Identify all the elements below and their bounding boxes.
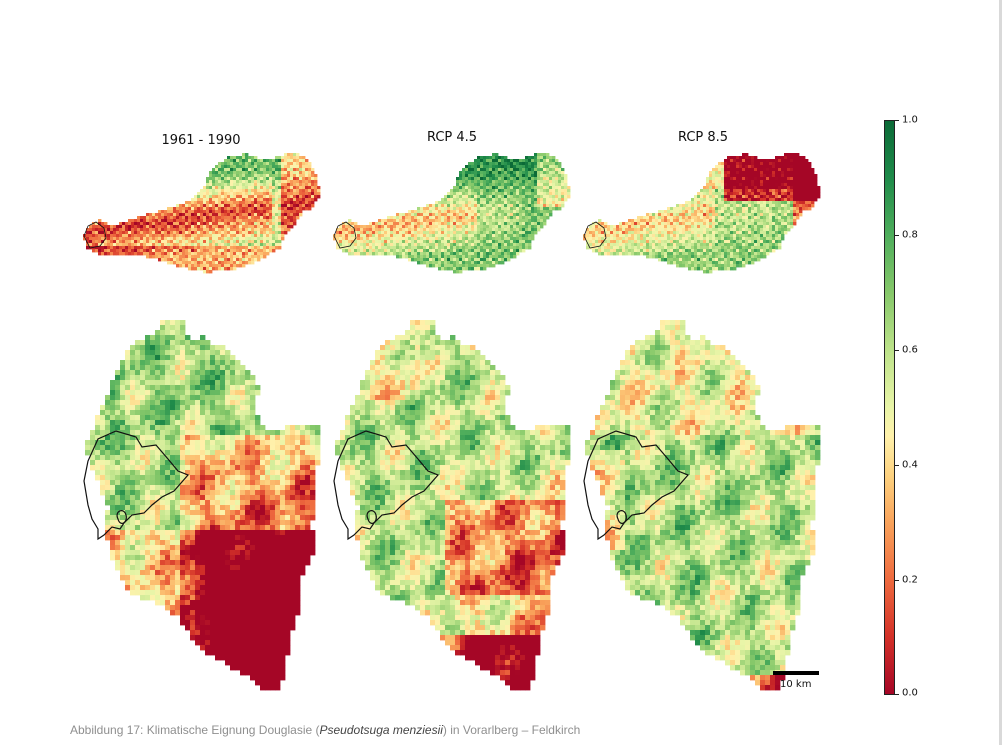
page-edge: [999, 0, 1002, 745]
district-boundary: [583, 430, 690, 541]
boundary-loop: [116, 510, 127, 524]
caption-suffix: ) in Vorarlberg – Feldkirch: [442, 723, 581, 737]
austria-map-historic: [83, 153, 321, 274]
raster-cells: [583, 153, 821, 274]
colorbar-tick: [894, 580, 899, 581]
caption-prefix: Abbildung 17: Klimatische Eignung Dougla…: [70, 723, 320, 737]
raster-cells: [585, 320, 821, 691]
colorbar-label-0-2: 0.2: [902, 574, 918, 586]
raster-cells: [83, 153, 321, 274]
caption-species: Pseudotsuga menziesii: [319, 723, 443, 737]
raster-cells: [85, 320, 321, 691]
panel-title-rcp45: RCP 4.5: [426, 130, 478, 145]
district-boundary: [333, 430, 440, 541]
vorarlberg-map-rcp45: [333, 320, 571, 691]
colorbar-label-0-8: 0.8: [902, 229, 918, 241]
district-boundary: [83, 430, 190, 541]
colorbar-label-0-6: 0.6: [902, 344, 918, 356]
colorbar-tick: [894, 235, 899, 236]
panel-title-historic: 1961 - 1990: [161, 133, 241, 148]
figure-caption: Abbildung 17: Klimatische Eignung Dougla…: [70, 723, 580, 737]
scale-bar-label: 10 km: [780, 679, 812, 690]
scale-bar: [773, 671, 819, 675]
raster-cells: [333, 153, 571, 274]
vorarlberg-map-rcp85: [583, 320, 821, 691]
raster-cells: [335, 320, 571, 691]
boundary-loop: [366, 510, 377, 524]
boundary-loop: [616, 510, 627, 524]
austria-map-rcp45: [333, 153, 571, 274]
colorbar-tick: [894, 694, 899, 695]
district-boundary: [83, 221, 107, 249]
district-boundary: [333, 221, 357, 249]
colorbar-label-0-4: 0.4: [902, 459, 918, 471]
colorbar-tick: [894, 465, 899, 466]
panel-title-rcp85: RCP 8.5: [677, 130, 729, 145]
colorbar-label-1-0: 1.0: [902, 114, 918, 126]
vorarlberg-map-historic: [83, 320, 321, 691]
colorbar-tick: [894, 120, 899, 121]
colorbar-tick: [894, 350, 899, 351]
colorbar: [884, 120, 895, 695]
district-boundary: [583, 221, 607, 249]
austria-map-rcp85: [583, 153, 821, 274]
colorbar-label-0-0: 0.0: [902, 687, 918, 699]
